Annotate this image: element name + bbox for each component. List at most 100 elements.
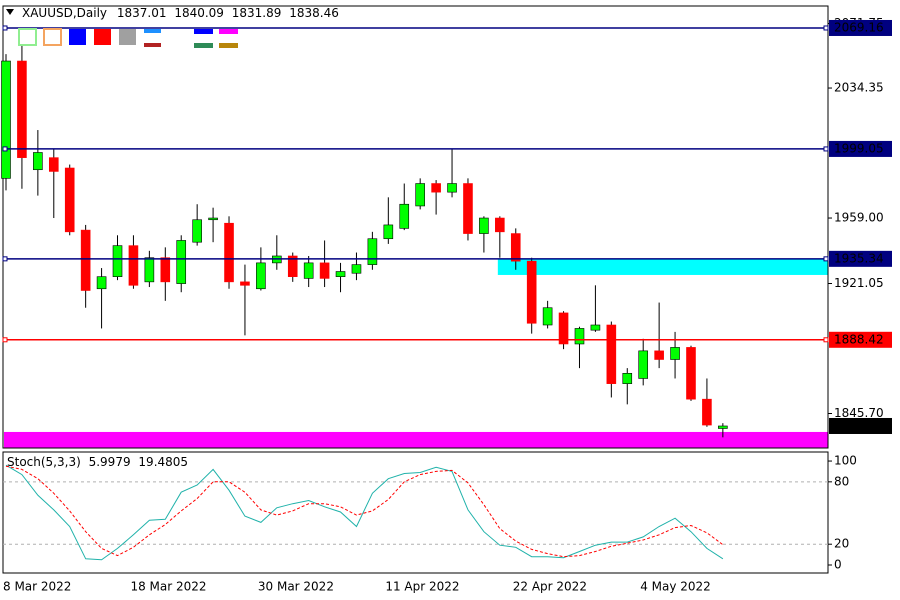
y-tick-label: 0 xyxy=(834,557,842,571)
zone xyxy=(4,431,828,448)
y-tick-label: 1959.00 xyxy=(834,211,884,225)
level-label-box xyxy=(829,140,892,157)
level-marker xyxy=(2,25,8,31)
candle-body xyxy=(415,183,425,207)
zone xyxy=(497,258,828,275)
candle-body xyxy=(463,183,473,234)
x-tick-label: 18 Mar 2022 xyxy=(130,580,206,594)
stoch-line xyxy=(5,464,724,561)
low-value: 1831.89 xyxy=(232,6,282,20)
price-panel xyxy=(2,5,829,449)
candle-body xyxy=(240,281,250,286)
close-value: 1838.46 xyxy=(289,6,339,20)
level-label: 1935.34 xyxy=(834,251,884,265)
candle-body xyxy=(48,157,59,172)
swatch xyxy=(194,43,213,48)
stoch-panel xyxy=(2,451,829,574)
candle-body xyxy=(351,264,362,274)
candle-body xyxy=(686,347,696,400)
swatch xyxy=(219,29,238,34)
candle-body xyxy=(128,245,139,286)
swatch xyxy=(69,29,86,45)
level-marker xyxy=(823,256,829,262)
swatch xyxy=(94,29,111,45)
candle-body xyxy=(160,257,171,283)
candle-body xyxy=(1,60,11,179)
candle-body xyxy=(224,222,234,283)
x-tick-label: 11 Apr 2022 xyxy=(385,580,459,594)
candle-body xyxy=(176,240,187,284)
swatch xyxy=(43,28,62,46)
candle-body xyxy=(590,324,601,331)
signal-value: 19.4805 xyxy=(138,455,188,469)
y-tick-label: 100 xyxy=(834,454,857,468)
candle-body xyxy=(367,238,378,265)
current-price-box xyxy=(829,417,892,434)
candle-body xyxy=(192,219,202,243)
stoch-line xyxy=(5,465,724,558)
candle-body xyxy=(335,271,346,277)
candle-body xyxy=(383,224,394,240)
level-label: 1999.05 xyxy=(834,141,884,155)
candle-body xyxy=(64,167,75,233)
open-value: 1837.01 xyxy=(117,6,167,20)
level-marker xyxy=(2,337,8,343)
level-label: 1888.42 xyxy=(834,332,884,346)
level-marker xyxy=(823,146,829,152)
y-tick-label: 2034.35 xyxy=(834,81,884,95)
candle-body xyxy=(431,183,441,193)
candle-body xyxy=(319,262,330,279)
candle-body xyxy=(702,398,712,426)
candle-body xyxy=(303,262,314,279)
current-price-label: 1838.46 xyxy=(834,418,884,432)
level-label-box xyxy=(829,331,892,348)
candle-body xyxy=(112,245,123,277)
swatch xyxy=(219,43,238,48)
high-value: 1840.09 xyxy=(174,6,224,20)
candle-body xyxy=(447,183,457,193)
candle-body xyxy=(558,312,569,345)
candle-body xyxy=(495,217,505,233)
candle-body xyxy=(606,324,617,384)
candle-body xyxy=(287,255,298,277)
candle-body xyxy=(638,350,649,379)
candle-body xyxy=(622,372,633,384)
candle-body xyxy=(479,217,489,234)
y-tick-label: 1845.70 xyxy=(834,406,884,420)
level-label-box xyxy=(829,19,892,36)
candle-body xyxy=(670,347,680,360)
x-tick-label: 4 May 2022 xyxy=(640,580,711,594)
swatch xyxy=(18,28,37,46)
symbol: XAUUSD,Daily xyxy=(22,6,107,20)
candle-body xyxy=(399,203,410,229)
toolbar-swatches xyxy=(18,28,238,48)
x-tick-label: 30 Mar 2022 xyxy=(258,580,334,594)
candle-body xyxy=(526,260,537,324)
candle-body xyxy=(96,276,107,290)
candle-body xyxy=(80,229,91,291)
x-tick-label: 8 Mar 2022 xyxy=(3,580,71,594)
level-marker xyxy=(2,146,8,152)
candle-body xyxy=(17,60,27,158)
candle-body xyxy=(33,152,43,171)
candle-body xyxy=(256,262,266,290)
y-tick-label: 80 xyxy=(834,474,849,488)
candle-body xyxy=(208,217,218,221)
main-value: 5.9979 xyxy=(89,455,131,469)
candle-body xyxy=(510,233,521,262)
collapse-icon xyxy=(6,9,14,15)
stoch-header: Stoch(5,3,3) 5.9979 19.4805 xyxy=(7,455,188,469)
level-label: 2069.16 xyxy=(834,20,884,34)
swatch xyxy=(144,29,161,33)
y-tick-label: 20 xyxy=(834,537,849,551)
level-marker xyxy=(823,25,829,31)
candle-body xyxy=(718,425,728,429)
candle-body xyxy=(574,328,585,345)
swatch xyxy=(119,29,136,45)
zones xyxy=(4,258,828,448)
level-marker xyxy=(823,337,829,343)
stoch-title: Stoch(5,3,3) xyxy=(7,455,81,469)
plot-layer: 2071.752034.351959.001921.051845.702069.… xyxy=(1,16,892,594)
